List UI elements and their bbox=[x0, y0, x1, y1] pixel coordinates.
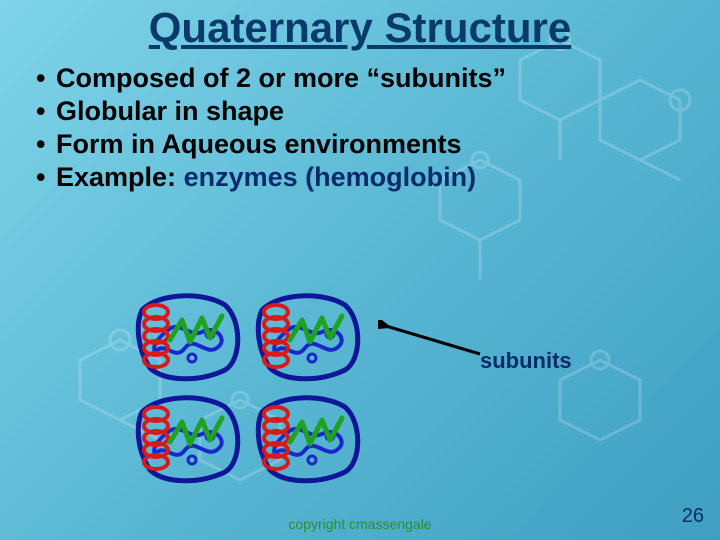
subunit-bottom-left bbox=[130, 392, 245, 487]
slide: Quaternary Structure Composed of 2 or mo… bbox=[0, 0, 720, 540]
bullet-item: Form in Aqueous environments bbox=[36, 128, 710, 161]
subunit-bottom-right bbox=[250, 392, 365, 487]
slide-title: Quaternary Structure bbox=[10, 4, 710, 52]
bullet-list: Composed of 2 or more “subunits” Globula… bbox=[10, 62, 710, 194]
subunits-label: subunits bbox=[480, 348, 572, 374]
example-prefix: Example: bbox=[56, 162, 184, 192]
quaternary-diagram bbox=[130, 290, 390, 500]
subunit-top-right bbox=[250, 290, 365, 385]
bullet-item-example: Example: enzymes (hemoglobin) bbox=[36, 161, 710, 194]
page-number: 26 bbox=[682, 505, 704, 528]
subunit-top-left bbox=[130, 290, 245, 385]
arrow-to-subunits bbox=[378, 320, 488, 362]
bullet-item: Composed of 2 or more “subunits” bbox=[36, 62, 710, 95]
example-emphasis: enzymes (hemoglobin) bbox=[184, 162, 477, 192]
bullet-item: Globular in shape bbox=[36, 95, 710, 128]
copyright-text: copyright cmassengale bbox=[288, 516, 431, 532]
